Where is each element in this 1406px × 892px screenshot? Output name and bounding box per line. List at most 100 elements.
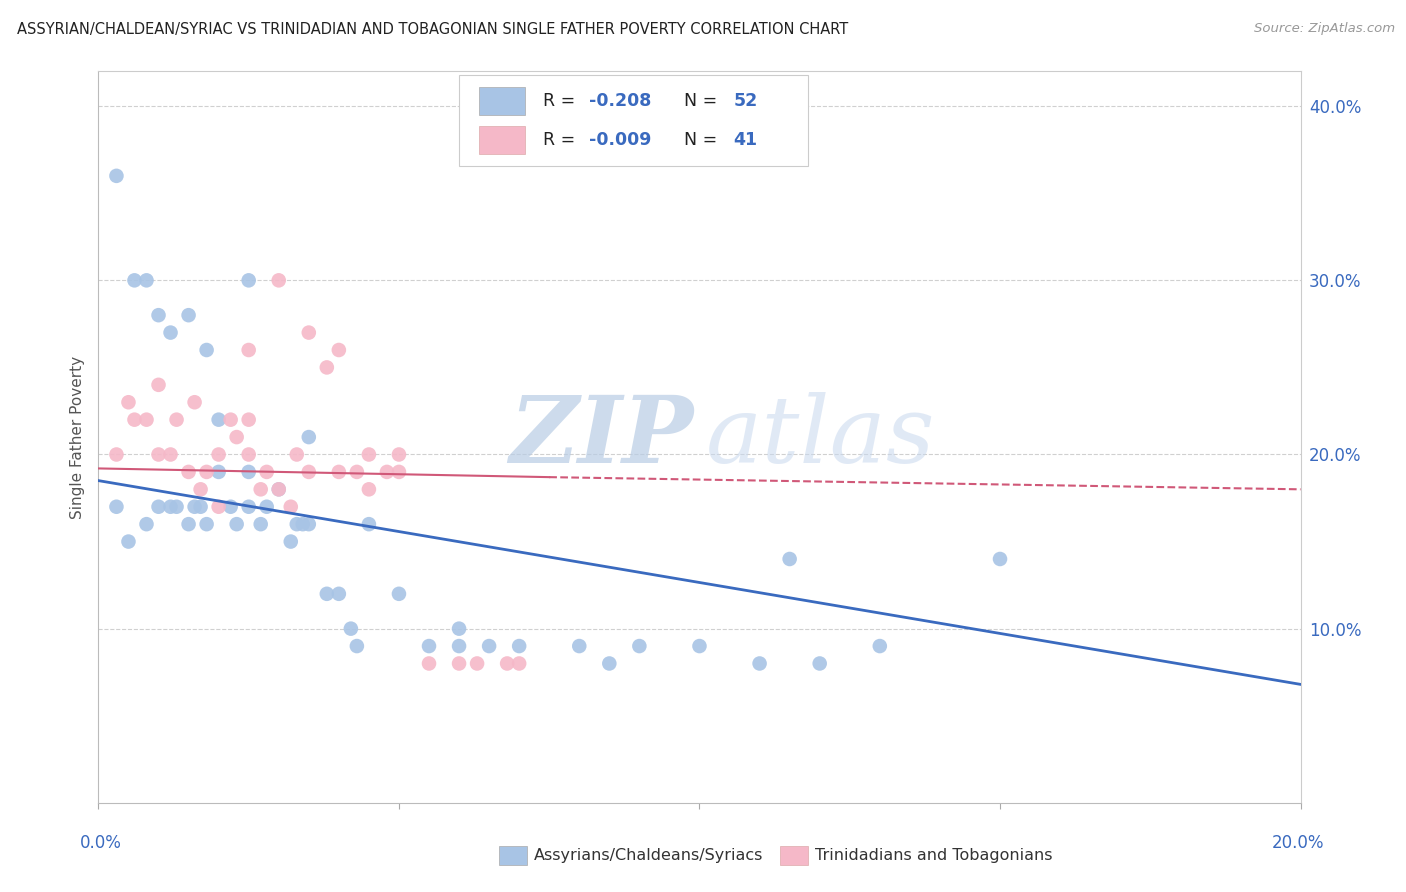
Point bbox=[148, 500, 170, 514]
Point bbox=[159, 326, 181, 340]
Point bbox=[166, 412, 188, 426]
Point bbox=[219, 412, 242, 426]
Point bbox=[238, 273, 260, 287]
Point bbox=[869, 639, 891, 653]
Point bbox=[628, 639, 651, 653]
Bar bbox=[479, 126, 526, 154]
Point bbox=[465, 657, 488, 671]
Text: ZIP: ZIP bbox=[509, 392, 693, 482]
Point bbox=[357, 483, 380, 497]
Point bbox=[328, 587, 350, 601]
Point bbox=[183, 395, 205, 409]
Point bbox=[208, 465, 231, 479]
Point bbox=[177, 517, 200, 532]
Point bbox=[190, 483, 212, 497]
Point bbox=[568, 639, 591, 653]
Text: 0.0%: 0.0% bbox=[80, 834, 122, 852]
Text: Assyrians/Chaldeans/Syriacs: Assyrians/Chaldeans/Syriacs bbox=[534, 848, 763, 863]
Y-axis label: Single Father Poverty: Single Father Poverty bbox=[70, 356, 86, 518]
Point bbox=[447, 622, 470, 636]
Point bbox=[159, 448, 181, 462]
Point bbox=[117, 395, 139, 409]
Text: Trinidadians and Tobagonians: Trinidadians and Tobagonians bbox=[815, 848, 1053, 863]
Point bbox=[508, 657, 530, 671]
Text: Source: ZipAtlas.com: Source: ZipAtlas.com bbox=[1254, 22, 1395, 36]
Point bbox=[238, 448, 260, 462]
Point bbox=[346, 639, 368, 653]
Point bbox=[195, 465, 218, 479]
Point bbox=[340, 622, 363, 636]
Point bbox=[418, 639, 440, 653]
Point bbox=[208, 412, 231, 426]
Point bbox=[195, 517, 218, 532]
Point bbox=[238, 412, 260, 426]
Point bbox=[508, 639, 530, 653]
Point bbox=[267, 273, 290, 287]
Point bbox=[291, 517, 314, 532]
Point bbox=[357, 448, 380, 462]
Point bbox=[219, 500, 242, 514]
Point bbox=[748, 657, 770, 671]
Point bbox=[148, 308, 170, 322]
Point bbox=[238, 343, 260, 357]
Point bbox=[135, 412, 157, 426]
Point bbox=[280, 534, 302, 549]
Point bbox=[447, 639, 470, 653]
Point bbox=[418, 657, 440, 671]
Point bbox=[478, 639, 501, 653]
Point bbox=[267, 483, 290, 497]
Text: R =: R = bbox=[543, 93, 581, 111]
Text: N =: N = bbox=[673, 131, 723, 149]
Point bbox=[177, 465, 200, 479]
Point bbox=[256, 500, 278, 514]
Point bbox=[267, 483, 290, 497]
Point bbox=[388, 465, 411, 479]
Text: R =: R = bbox=[543, 131, 581, 149]
Point bbox=[124, 412, 146, 426]
Point bbox=[808, 657, 831, 671]
Point bbox=[105, 500, 128, 514]
Point bbox=[225, 430, 247, 444]
Point bbox=[249, 483, 271, 497]
Point bbox=[183, 500, 205, 514]
Point bbox=[256, 465, 278, 479]
FancyBboxPatch shape bbox=[458, 75, 807, 167]
Point bbox=[135, 517, 157, 532]
Point bbox=[388, 448, 411, 462]
Point bbox=[280, 500, 302, 514]
Point bbox=[496, 657, 519, 671]
Point bbox=[328, 343, 350, 357]
Point bbox=[177, 308, 200, 322]
Text: atlas: atlas bbox=[706, 392, 935, 482]
Text: 41: 41 bbox=[733, 131, 758, 149]
Point bbox=[988, 552, 1011, 566]
Text: N =: N = bbox=[673, 93, 723, 111]
Point bbox=[346, 465, 368, 479]
Point bbox=[135, 273, 157, 287]
Point bbox=[689, 639, 711, 653]
Point bbox=[249, 517, 271, 532]
Point bbox=[388, 587, 411, 601]
Point bbox=[238, 500, 260, 514]
Point bbox=[195, 343, 218, 357]
Point bbox=[190, 500, 212, 514]
Point bbox=[208, 500, 231, 514]
Point bbox=[779, 552, 801, 566]
Point bbox=[124, 273, 146, 287]
Point bbox=[105, 448, 128, 462]
Text: ASSYRIAN/CHALDEAN/SYRIAC VS TRINIDADIAN AND TOBAGONIAN SINGLE FATHER POVERTY COR: ASSYRIAN/CHALDEAN/SYRIAC VS TRINIDADIAN … bbox=[17, 22, 848, 37]
Point bbox=[208, 448, 231, 462]
Point bbox=[159, 500, 181, 514]
Point bbox=[598, 657, 620, 671]
Point bbox=[285, 448, 308, 462]
Point bbox=[315, 587, 337, 601]
Point bbox=[148, 377, 170, 392]
Point bbox=[298, 517, 321, 532]
Text: 52: 52 bbox=[733, 93, 758, 111]
Point bbox=[105, 169, 128, 183]
Point bbox=[117, 534, 139, 549]
Text: -0.208: -0.208 bbox=[589, 93, 651, 111]
Point bbox=[298, 465, 321, 479]
Point bbox=[315, 360, 337, 375]
Point bbox=[298, 326, 321, 340]
